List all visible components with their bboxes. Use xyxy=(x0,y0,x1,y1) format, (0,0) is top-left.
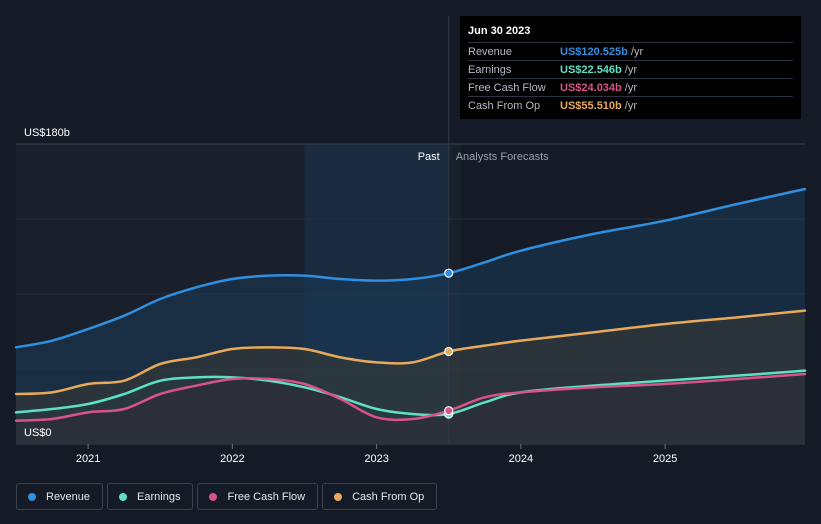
revenue-dot-icon xyxy=(28,492,36,501)
tooltip-value: US$22.546b xyxy=(560,63,622,76)
x-tick-label: 2025 xyxy=(653,453,677,465)
analysts-forecasts-label: Analysts Forecasts xyxy=(456,151,549,163)
cash-from-op-marker xyxy=(444,346,454,357)
legend-item-revenue[interactable]: Revenue xyxy=(16,483,104,510)
x-tick-label: 2024 xyxy=(509,453,533,465)
legend-item-earnings[interactable]: Earnings xyxy=(107,483,194,510)
series-areas xyxy=(16,189,805,444)
free-cash-flow-area xyxy=(16,374,805,444)
tooltip-label: Earnings xyxy=(468,63,512,76)
tooltip-row-earnings: Earnings US$22.546b /yr xyxy=(468,60,793,78)
legend-label: Free Cash Flow xyxy=(227,490,306,503)
earnings-dot-icon xyxy=(119,492,128,501)
legend-item-free-cash-flow[interactable]: Free Cash Flow xyxy=(197,483,319,510)
legend-label: Earnings xyxy=(137,490,181,503)
tooltip-unit: /yr xyxy=(624,99,637,112)
tooltip-label: Revenue xyxy=(468,45,513,58)
y-axis-bottom-label: US$0 xyxy=(24,427,52,439)
tooltip-value: US$55.510b xyxy=(560,99,622,112)
y-axis-top-label: US$180b xyxy=(24,127,70,139)
tooltip-row-cash-from-op: Cash From Op US$55.510b /yr xyxy=(468,96,793,114)
tooltip-unit: /yr xyxy=(624,81,637,94)
x-tick-label: 2023 xyxy=(364,453,388,465)
revenue-marker xyxy=(444,268,454,278)
series-markers xyxy=(444,268,454,419)
tooltip-row-revenue: Revenue US$120.525b /yr xyxy=(468,42,793,60)
free-cash-flow-line xyxy=(14,372,807,422)
tooltip-row-free-cash-flow: Free Cash Flow US$24.034b /yr xyxy=(468,78,793,96)
free-cash-flow-dot-icon xyxy=(209,492,218,501)
legend-label: Cash From Op xyxy=(352,490,425,503)
x-tick-label: 2022 xyxy=(220,453,244,465)
tooltip-date: Jun 30 2023 xyxy=(468,25,531,37)
revenue-line xyxy=(14,187,807,349)
legend-item-cash-from-op[interactable]: Cash From Op xyxy=(322,483,438,510)
past-label: Past xyxy=(418,151,440,163)
tooltip-label: Cash From Op xyxy=(468,99,541,112)
legend: Revenue Earnings Free Cash Flow Cash Fro… xyxy=(16,483,438,510)
free-cash-flow-marker xyxy=(444,406,454,416)
cash-from-op-line xyxy=(14,309,807,396)
tooltip: Jun 30 2023 Revenue US$120.525b /yr Earn… xyxy=(460,16,801,119)
tooltip-unit: /yr xyxy=(630,45,644,58)
legend-label: Revenue xyxy=(46,490,91,503)
earnings-line xyxy=(14,369,807,417)
cash-from-op-dot-icon xyxy=(334,492,343,501)
tooltip-value: US$120.525b xyxy=(560,45,628,58)
x-tick-label: 2021 xyxy=(76,453,100,465)
tooltip-unit: /yr xyxy=(624,63,637,76)
tooltip-label: Free Cash Flow xyxy=(468,81,546,94)
tooltip-value: US$24.034b xyxy=(560,81,622,94)
x-axis-ticks: 2021 2022 2023 2024 2025 xyxy=(76,444,677,465)
series-lines xyxy=(14,187,807,422)
